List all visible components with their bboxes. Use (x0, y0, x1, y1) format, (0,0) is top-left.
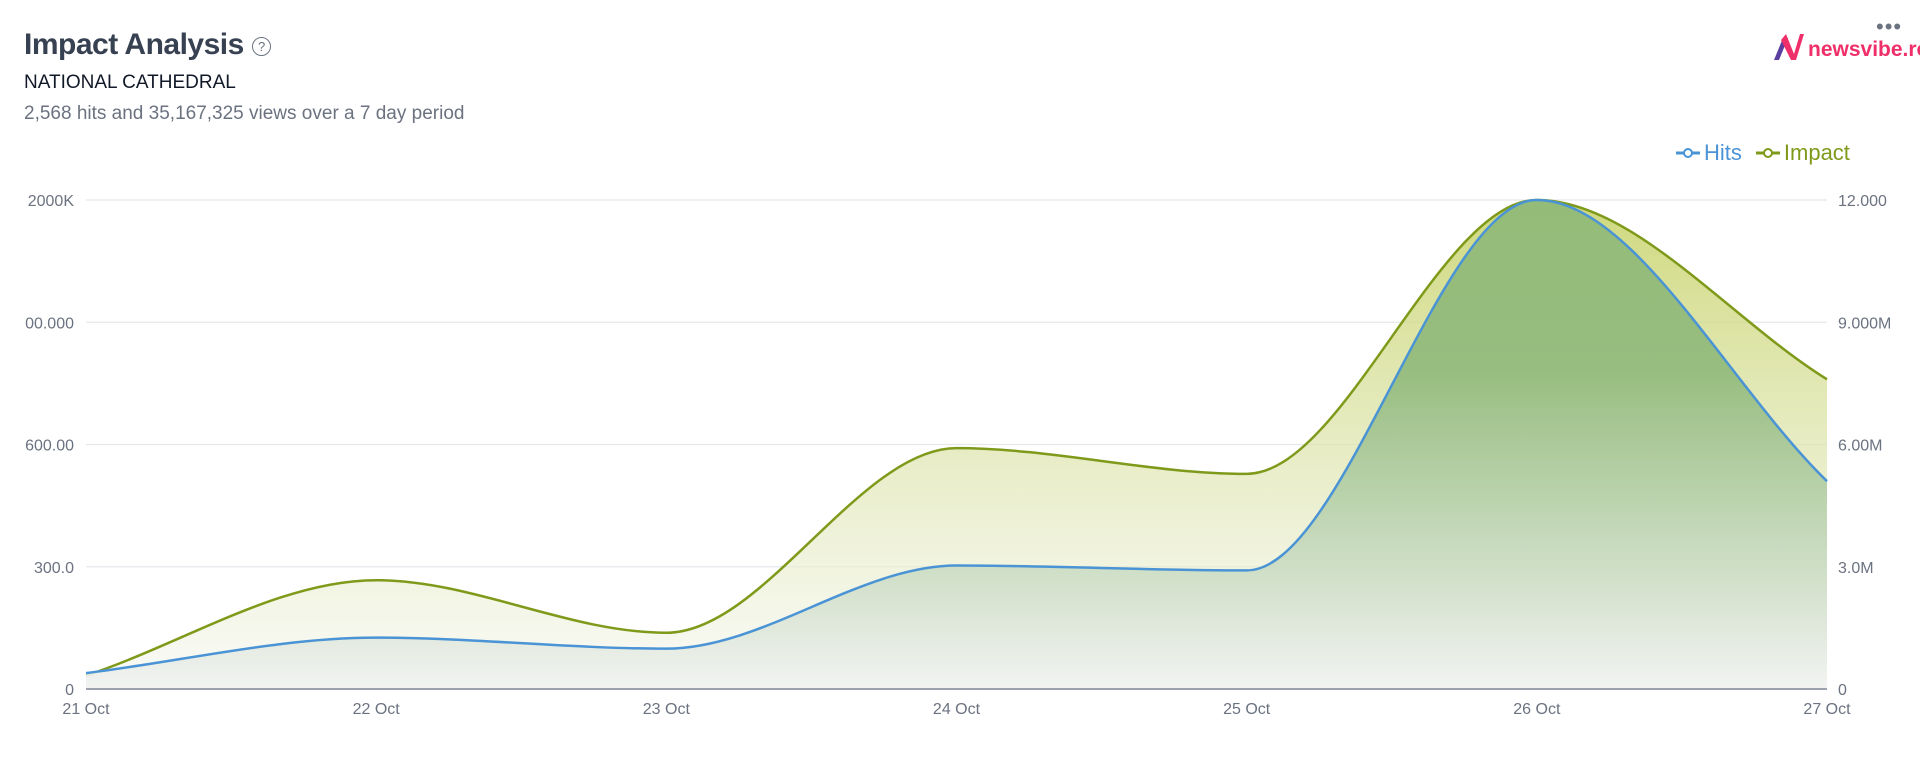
legend-line-marker-icon (1676, 148, 1700, 158)
left-axis-tick-label: 00.000 (25, 315, 74, 332)
legend-item-hits[interactable]: Hits (1676, 140, 1742, 166)
x-axis-tick-label: 27 Oct (1803, 701, 1851, 718)
legend-label-hits: Hits (1704, 140, 1742, 165)
legend: Hits Impact (1676, 140, 1850, 166)
x-axis-tick-label: 26 Oct (1513, 701, 1561, 718)
title-text: Impact Analysis (24, 28, 244, 61)
legend-item-impact[interactable]: Impact (1755, 140, 1850, 166)
left-axis-tick-label: 600.00 (25, 438, 74, 455)
left-axis-tick-label: 0 (65, 682, 74, 699)
right-axis-tick-label: 3.0M (1838, 560, 1874, 577)
left-axis-tick-label: 2000K (28, 193, 75, 210)
left-axis-tick-label: 300.0 (34, 560, 74, 577)
right-axis-tick-label: 6.00M (1838, 438, 1882, 455)
chart-title: Impact Analysis ? (24, 28, 271, 62)
legend-label-impact: Impact (1783, 140, 1850, 165)
right-axis-tick-label: 9.000M (1838, 315, 1891, 332)
x-axis-tick-label: 22 Oct (353, 701, 401, 718)
newsvibe-logo: newsvibe.ro (1774, 32, 1920, 62)
subtitle: NATIONAL CATHEDRAL (24, 72, 236, 93)
x-axis-tick-label: 23 Oct (643, 701, 691, 718)
more-horizontal-icon[interactable]: ••• (1876, 14, 1903, 39)
question-circle-icon[interactable]: ? (251, 36, 271, 56)
right-axis-tick-label: 12.000 (1838, 193, 1887, 210)
logo-n-icon (1774, 34, 1804, 60)
x-axis-tick-label: 21 Oct (62, 701, 110, 718)
logo-text: newsvibe.ro (1808, 38, 1920, 61)
x-axis-tick-label: 25 Oct (1223, 701, 1271, 718)
right-axis-tick-label: 0 (1838, 682, 1847, 699)
hits-line (85, 198, 1828, 675)
hits-area (86, 200, 1827, 688)
x-axis-tick-label: 24 Oct (933, 701, 981, 718)
summary-text: 2,568 hits and 35,167,325 views over a 7… (24, 103, 465, 124)
legend-line-marker-icon (1755, 148, 1780, 158)
